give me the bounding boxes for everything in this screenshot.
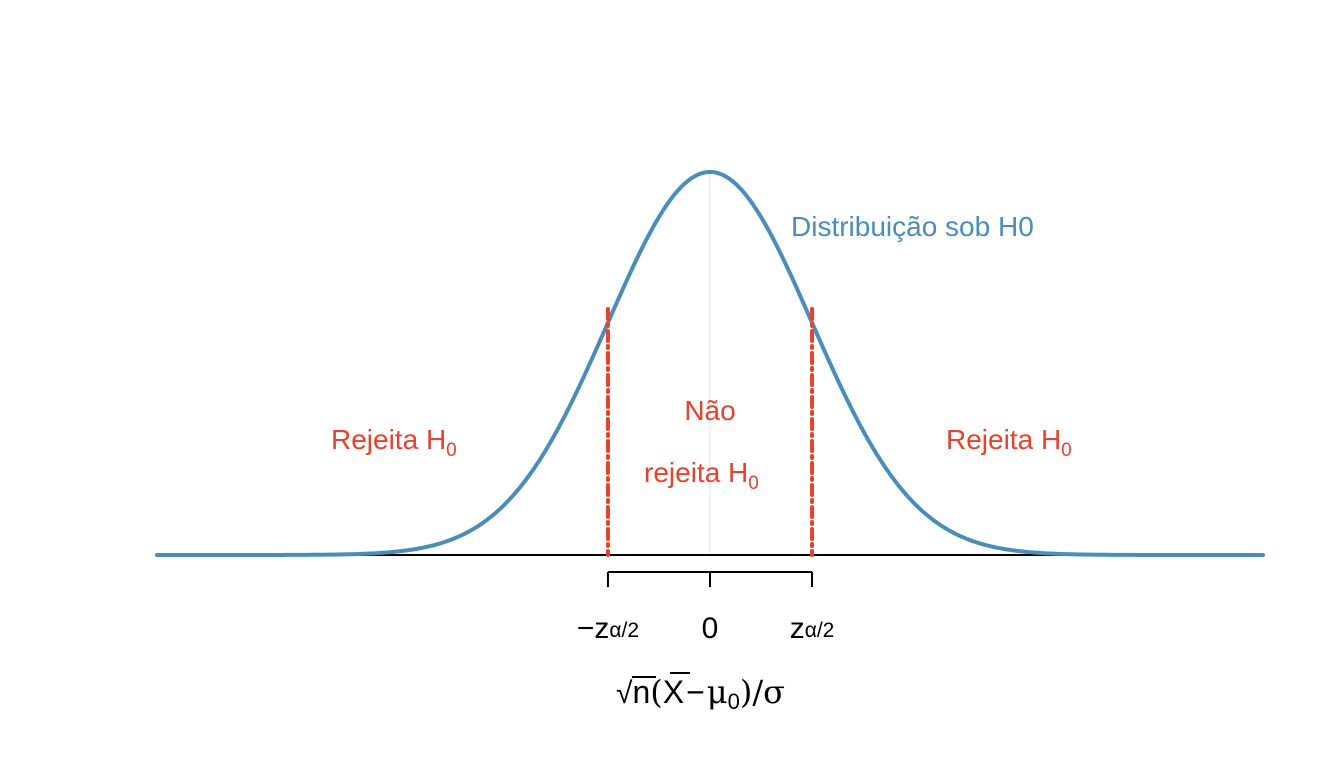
tick-label: zα/2: [790, 612, 835, 645]
region-label-center-line2: rejeita H0: [644, 457, 759, 494]
region-label-left: Rejeita H0: [331, 424, 457, 461]
density-curve: [155, 169, 1265, 557]
tick-bracket: [606, 571, 814, 587]
x-axis-label: √n(X−μ0)/σ: [616, 672, 785, 714]
curve-label: Distribuição sob H0: [791, 211, 1034, 242]
tick-label: 0: [702, 612, 719, 645]
region-label-right: Rejeita H0: [946, 424, 1072, 461]
region-label-center-line1: Não: [684, 395, 735, 426]
tick-labels: −zα/2 0 zα/2: [577, 612, 834, 645]
tick-label: −zα/2: [577, 612, 639, 645]
svg-text:√n(X−μ0)/σ: √n(X−μ0)/σ: [616, 673, 785, 714]
